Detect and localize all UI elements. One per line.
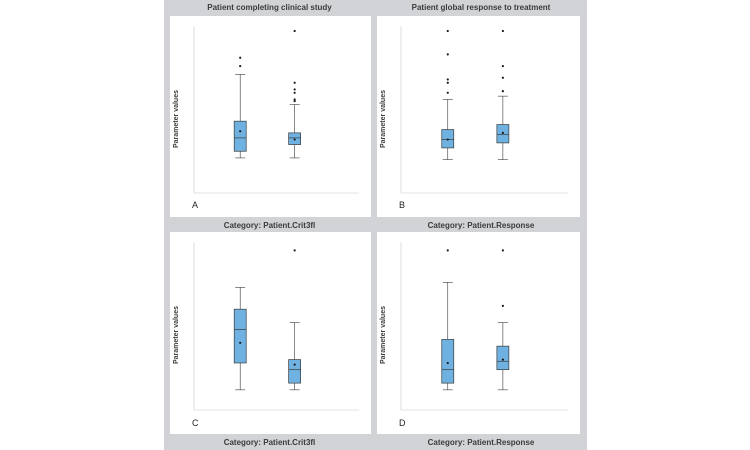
outlier-point <box>446 29 449 33</box>
panel-c: Parameter values C <box>170 232 371 434</box>
panel-d-chart <box>400 242 568 411</box>
box <box>441 339 455 384</box>
box <box>233 308 247 364</box>
mean-point <box>293 363 296 366</box>
outlier-point <box>293 100 296 103</box>
outlier-point <box>446 81 449 84</box>
outlier-point <box>446 91 449 94</box>
mean-point <box>446 138 449 141</box>
figure-background: Patient completing clinical study Parame… <box>164 0 587 450</box>
panel-c-letter: C <box>192 418 199 428</box>
outlier-point <box>446 78 449 81</box>
outlier-point <box>239 56 242 59</box>
outlier-point <box>501 249 504 252</box>
outlier-point <box>501 29 504 33</box>
outlier-point <box>501 76 504 79</box>
panel-b-chart <box>400 26 568 194</box>
panel-a: Parameter values A <box>170 16 371 217</box>
panel-c-category: Category: Patient.Crit3fl <box>223 438 316 447</box>
mean-point <box>446 361 449 365</box>
outlier-point <box>501 304 504 307</box>
outlier-point <box>501 90 504 93</box>
outlier-point <box>293 81 296 84</box>
panel-d-letter: D <box>399 418 406 428</box>
box <box>233 120 247 152</box>
panel-a-letter: A <box>192 200 199 210</box>
panel-d-category: Category: Patient.Response <box>427 438 535 447</box>
mean-point <box>239 341 242 344</box>
outlier-point <box>293 91 296 94</box>
outlier-point <box>446 53 449 56</box>
outlier-point <box>293 29 296 33</box>
panel-b-letter: B <box>399 200 406 210</box>
outlier-point <box>501 64 504 68</box>
mean-point <box>239 130 242 133</box>
mean-point <box>293 138 296 141</box>
outlier-point <box>293 249 296 252</box>
panel-b-category: Category: Patient.Response <box>427 221 535 230</box>
panel-b: Parameter values B <box>377 16 580 217</box>
box <box>496 345 510 371</box>
outlier-point <box>293 98 296 101</box>
box <box>288 359 302 384</box>
outlier-point <box>239 64 242 68</box>
mean-point <box>501 131 504 134</box>
panel-c-chart <box>193 242 359 411</box>
panel-b-title: Patient global response to treatment <box>411 3 551 12</box>
panel-d: Parameter values D <box>377 232 580 434</box>
panel-a-title: Patient completing clinical study <box>207 3 332 12</box>
outlier-point <box>446 249 449 252</box>
mean-point <box>501 358 504 361</box>
panel-a-chart <box>193 26 359 194</box>
outlier-point <box>293 88 296 91</box>
panel-a-category: Category: Patient.Crit3fl <box>223 221 316 230</box>
